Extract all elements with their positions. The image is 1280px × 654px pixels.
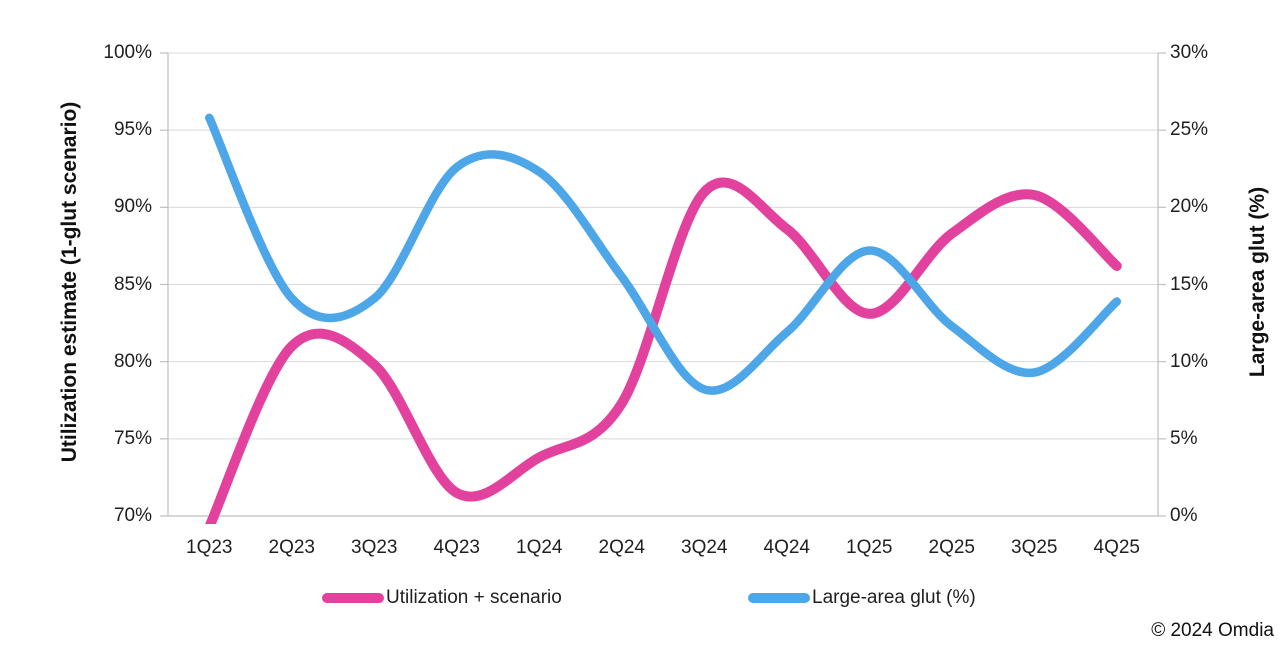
left-tick-label: 90% xyxy=(113,196,152,218)
right-tick-label: 0% xyxy=(1170,505,1198,526)
x-axis-label: 3Q24 xyxy=(681,537,728,558)
right-tick-label: 5% xyxy=(1170,427,1198,449)
legend-label: Large-area glut (%) xyxy=(812,587,976,608)
x-axis-label: 2Q23 xyxy=(268,537,315,558)
x-axis-label: 1Q25 xyxy=(846,537,893,558)
legend-label: Utilization + scenario xyxy=(386,587,562,608)
left-tick-label: 75% xyxy=(113,427,152,449)
left-tick-label: 80% xyxy=(113,350,152,372)
right-tick-label: 30% xyxy=(1170,42,1209,63)
left-tick-label: 95% xyxy=(113,119,152,141)
x-axis-label: 4Q23 xyxy=(433,537,480,558)
x-axis-label: 3Q25 xyxy=(1011,537,1058,558)
x-axis-label: 2Q25 xyxy=(928,537,975,558)
series-line-glut xyxy=(205,113,1122,395)
legend: Utilization + scenario Large-area glut (%… xyxy=(0,585,1280,611)
left-tick-label: 100% xyxy=(103,42,152,63)
x-axis-label: 2Q24 xyxy=(598,537,645,558)
x-axis-label: 1Q24 xyxy=(516,537,563,558)
right-tick-label: 25% xyxy=(1170,119,1209,141)
left-tick-label: 70% xyxy=(113,505,152,526)
x-axis-label: 4Q24 xyxy=(763,537,810,558)
legend-item: Utilization + scenario xyxy=(322,585,562,611)
x-axis-label: 1Q23 xyxy=(186,537,233,558)
right-tick-label: 10% xyxy=(1170,350,1209,372)
legend-swatch xyxy=(322,593,384,603)
right-tick-label: 15% xyxy=(1170,273,1209,295)
copyright: © 2024 Omdia xyxy=(1151,620,1274,641)
left-tick-label: 85% xyxy=(113,273,152,295)
x-axis-label: 3Q23 xyxy=(351,537,398,558)
series-line-utilization xyxy=(205,177,1122,524)
legend-item: Large-area glut (%) xyxy=(748,585,976,611)
x-axis-label: 4Q25 xyxy=(1093,537,1140,558)
right-axis-title: Large-area glut (%) xyxy=(1246,186,1269,378)
right-tick-label: 20% xyxy=(1170,196,1209,218)
legend-swatch xyxy=(748,593,810,603)
